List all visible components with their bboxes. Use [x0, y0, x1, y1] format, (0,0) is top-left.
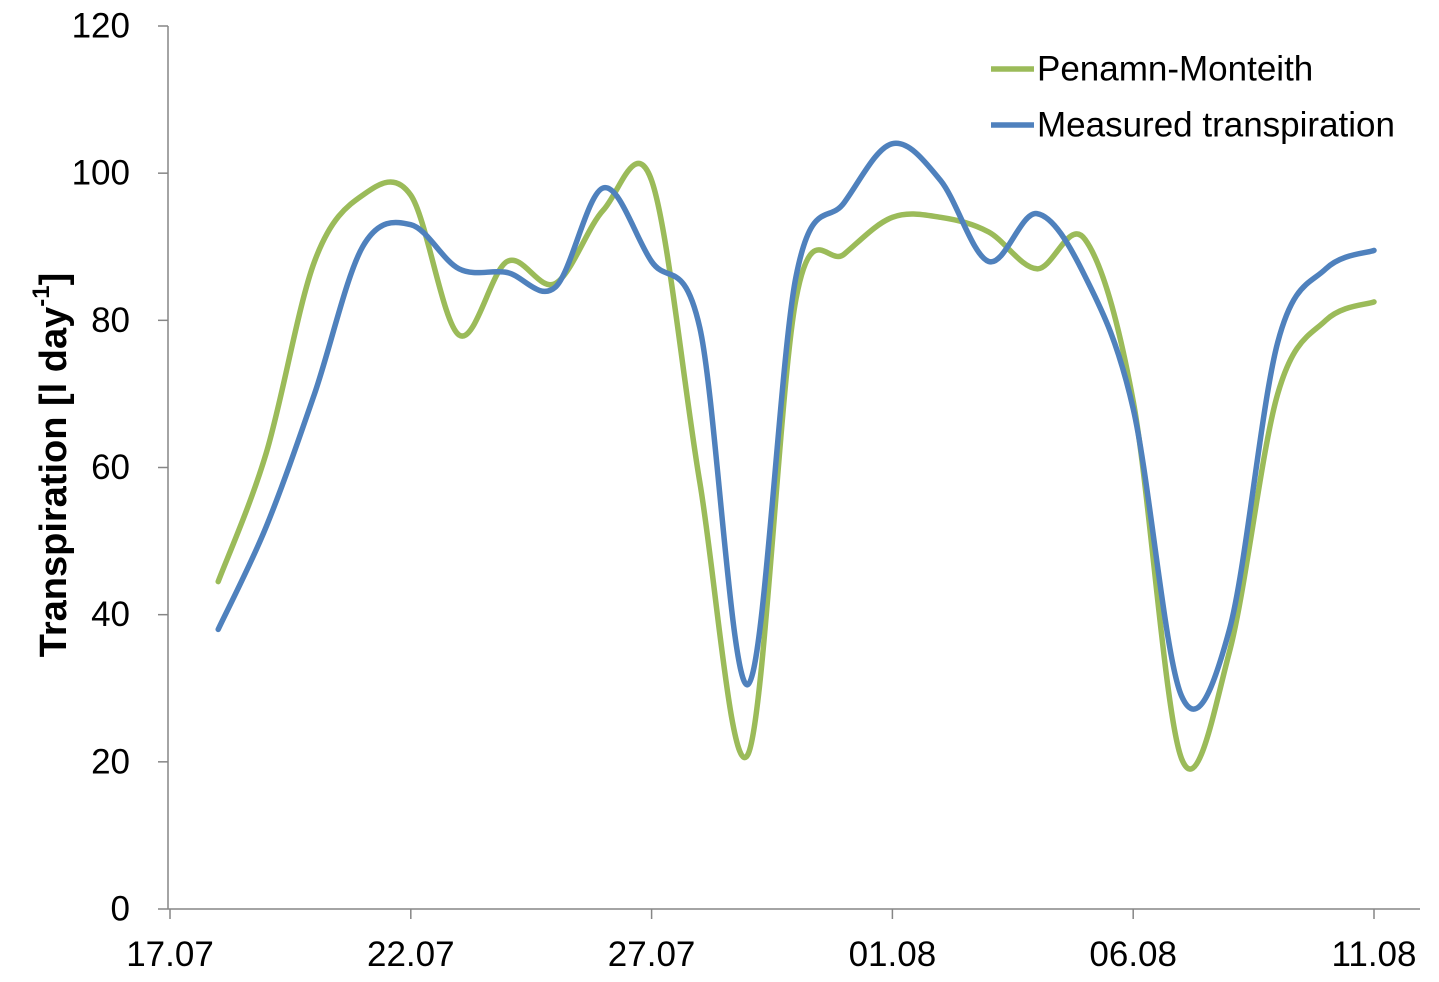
legend-item: Measured transpiration: [991, 106, 1395, 145]
x-tick-label: 01.08: [849, 935, 937, 974]
series-line-measured-transpiration: [215, 140, 1377, 712]
y-tick-label: 60: [91, 448, 130, 487]
series-lines: [215, 140, 1377, 772]
y-tick-label: 80: [91, 301, 130, 340]
legend-label: Penamn-Monteith: [1037, 50, 1313, 89]
legend-item: Penamn-Monteith: [991, 50, 1313, 89]
y-axis: 0 20 40 60 80 100 120: [72, 7, 169, 929]
y-axis-label: Transpiration [l day-1]: [28, 273, 75, 658]
x-tick-label: 11.08: [1332, 935, 1417, 974]
x-tick-label: 17.07: [126, 935, 214, 974]
x-tick-label: 06.08: [1089, 935, 1177, 974]
y-tick-label: 40: [91, 595, 130, 634]
y-axis-label-superscript: -1: [28, 285, 55, 306]
x-ticks: 17.07 22.07 27.07 01.08 06.08 11.08: [126, 909, 1417, 974]
y-tick-label: 120: [72, 7, 130, 46]
y-tick-label: 20: [91, 742, 130, 781]
x-axis: 17.07 22.07 27.07 01.08 06.08 11.08: [126, 908, 1420, 974]
y-ticks: 0 20 40 60 80 100 120: [72, 7, 168, 929]
y-tick-label: 0: [111, 890, 130, 929]
x-tick-label: 22.07: [367, 935, 455, 974]
legend-label: Measured transpiration: [1037, 106, 1395, 145]
x-tick-label: 27.07: [608, 935, 696, 974]
series-line-penman-monteith: [215, 160, 1377, 772]
legend: Penamn-Monteith Measured transpiration: [991, 50, 1395, 145]
y-tick-label: 100: [72, 154, 130, 193]
